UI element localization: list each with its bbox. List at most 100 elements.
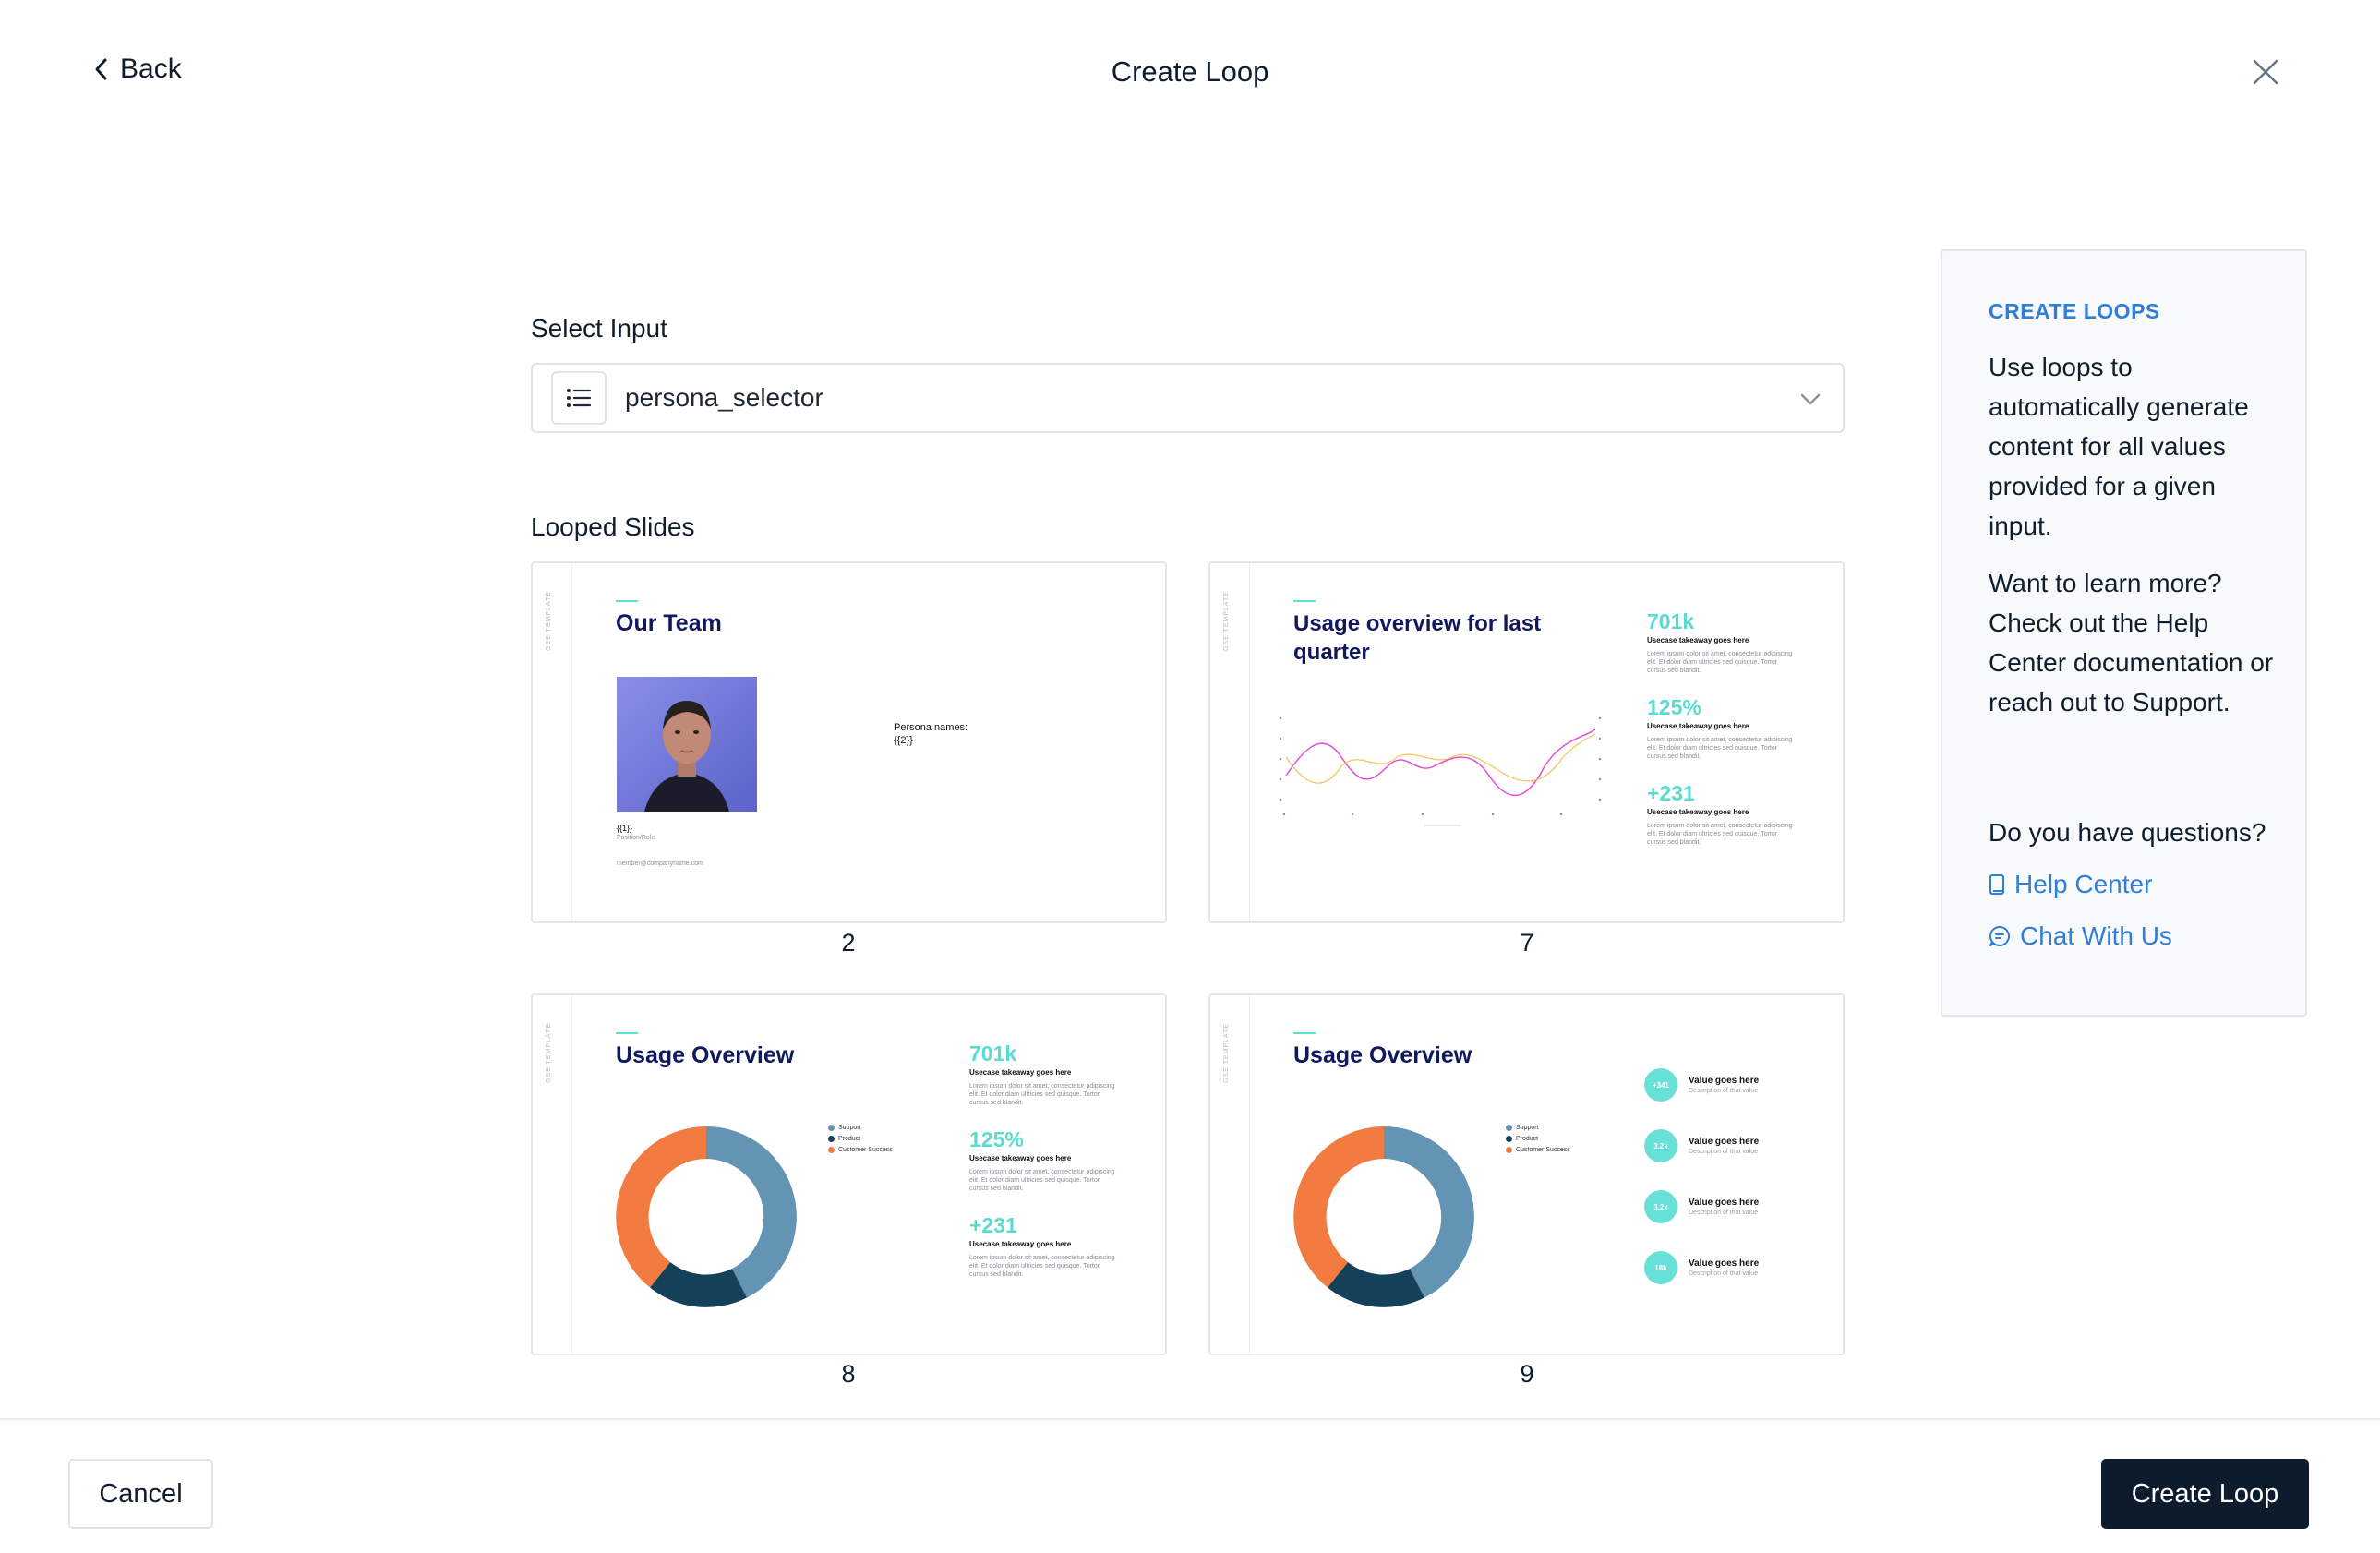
slide-title: Usage Overview (1293, 1042, 1472, 1068)
persona-position: Position/Role (617, 835, 655, 841)
slide-title-line2: quarter (1293, 640, 1370, 665)
looped-slides-label: Looped Slides (531, 512, 695, 541)
donut-chart-thumbnail (1293, 1126, 1474, 1307)
value-badge: 3.2x (1644, 1190, 1677, 1223)
stat-label: Usecase takeaway goes here (969, 1068, 1072, 1077)
slide-thumbnail-2[interactable]: GSE TEMPLATE Our Team {{1}} Position/Rol… (531, 561, 1167, 923)
legend-item: Customer Success (1506, 1147, 1570, 1153)
book-icon (1989, 874, 2004, 895)
stat-label: Usecase takeaway goes here (1647, 636, 1749, 644)
legend-item: Support (828, 1125, 893, 1131)
slide-number: 9 (1520, 1360, 1534, 1388)
legend-item: Support (1506, 1125, 1570, 1131)
value-badge: +341 (1644, 1068, 1677, 1102)
value-description: Description of that value (1689, 1149, 1759, 1155)
values-column: +341 Value goes here Description of that … (1644, 1054, 1759, 1298)
slide-vertical-label: GSE TEMPLATE (1223, 591, 1230, 652)
stat-description: Lorem ipsum dolor sit amet, consectetur … (1647, 651, 1793, 674)
back-button[interactable]: Back (92, 54, 182, 85)
select-input-label: Select Input (531, 314, 667, 343)
legend-label: Customer Success (838, 1147, 893, 1153)
chat-bubble-icon (1989, 926, 2010, 946)
close-icon[interactable] (2251, 57, 2280, 87)
help-panel-intro: Use loops to automatically generate cont… (1989, 353, 2249, 540)
stat-description: Lorem ipsum dolor sit amet, consectetur … (1647, 823, 1793, 846)
help-panel-question: Do you have questions? (1989, 818, 2266, 847)
slide-thumbnail-8[interactable]: GSE TEMPLATE Usage Overview Support Prod… (531, 993, 1167, 1355)
stat-value: 125% (969, 1127, 1024, 1151)
help-panel-learn-more: Want to learn more? Check out the Help C… (1989, 569, 2274, 716)
donut-chart-thumbnail (616, 1126, 797, 1307)
legend-label: Product (1516, 1136, 1539, 1142)
top-bar: Back Create Loop (0, 0, 2380, 148)
stat-block: 701k Usecase takeaway goes here Lorem ip… (969, 1041, 1117, 1107)
persona-names-value: {{2}} (894, 735, 913, 746)
slide-accent-line (1293, 600, 1316, 602)
slide-thumbnail-9[interactable]: GSE TEMPLATE Usage Overview Support Prod… (1208, 993, 1845, 1355)
slide-thumbnail-7[interactable]: GSE TEMPLATE Usage overview for last qua… (1208, 561, 1845, 923)
value-row: 18k Value goes here Description of that v… (1644, 1237, 1759, 1298)
value-description: Description of that value (1689, 1270, 1759, 1277)
stat-description: Lorem ipsum dolor sit amet, consectetur … (969, 1255, 1115, 1278)
value-row: +341 Value goes here Description of that … (1644, 1054, 1759, 1115)
line-chart-thumbnail (1279, 716, 1602, 826)
back-label: Back (120, 54, 182, 84)
slide-accent-line (1293, 1032, 1316, 1034)
legend-label: Support (1516, 1125, 1539, 1131)
value-badge: 3.2x (1644, 1129, 1677, 1162)
help-center-label: Help Center (2014, 870, 2153, 898)
input-select-dropdown[interactable]: persona_selector (531, 363, 1845, 433)
chat-with-us-link[interactable]: Chat With Us (1989, 921, 2172, 951)
value-description: Description of that value (1689, 1210, 1759, 1216)
stat-block: 701k Usecase takeaway goes here Lorem ip… (1647, 609, 1795, 675)
slide-title-line1: Usage overview for last (1293, 611, 1542, 636)
slide-title: Usage Overview (616, 1042, 795, 1068)
value-title: Value goes here (1689, 1076, 1760, 1086)
chart-legend: Support Product Customer Success (1506, 1125, 1570, 1158)
value-badge: 18k (1644, 1251, 1677, 1284)
list-icon (551, 371, 607, 425)
persona-photo (617, 677, 757, 812)
stat-block: +231 Usecase takeaway goes here Lorem ip… (1647, 781, 1795, 847)
legend-item: Product (828, 1136, 893, 1142)
persona-name-placeholder: {{1}} (617, 824, 633, 833)
slide-vertical-label: GSE TEMPLATE (546, 1023, 552, 1084)
cancel-button[interactable]: Cancel (68, 1459, 213, 1529)
stats-column: 701k Usecase takeaway goes here Lorem ip… (969, 1041, 1117, 1299)
stat-description: Lorem ipsum dolor sit amet, consectetur … (1647, 737, 1793, 760)
slide-divider (571, 995, 572, 1354)
selected-value: persona_selector (625, 383, 823, 412)
stat-block: 125% Usecase takeaway goes here Lorem ip… (969, 1127, 1117, 1193)
help-panel-heading: CREATE LOOPS (1989, 299, 2160, 323)
stats-column: 701k Usecase takeaway goes here Lorem ip… (1647, 609, 1795, 867)
chevron-left-icon (95, 58, 107, 80)
slide-number: 2 (841, 929, 856, 957)
create-loop-button[interactable]: Create Loop (2101, 1459, 2309, 1529)
slide-divider (1249, 563, 1250, 921)
chart-legend: Support Product Customer Success (828, 1125, 893, 1158)
value-row: 3.2x Value goes here Description of that … (1644, 1115, 1759, 1176)
slide-vertical-label: GSE TEMPLATE (546, 591, 552, 652)
slide-divider (571, 563, 572, 921)
footer-bar: Cancel Create Loop (0, 1418, 2380, 1553)
help-panel: CREATE LOOPS Use loops to automatically … (1941, 249, 2307, 1017)
stat-label: Usecase takeaway goes here (969, 1154, 1072, 1162)
slide-accent-line (616, 600, 638, 602)
value-title: Value goes here (1689, 1258, 1760, 1269)
persona-email: member@companyname.com (617, 861, 703, 867)
legend-item: Product (1506, 1136, 1570, 1142)
slide-title: Our Team (616, 610, 722, 636)
help-center-link[interactable]: Help Center (1989, 870, 2152, 899)
slide-number: 8 (841, 1360, 856, 1388)
slide-number: 7 (1520, 929, 1534, 957)
chat-with-us-label: Chat With Us (2020, 921, 2172, 950)
stat-value: +231 (1647, 781, 1695, 805)
stat-label: Usecase takeaway goes here (1647, 722, 1749, 730)
stat-label: Usecase takeaway goes here (969, 1240, 1072, 1248)
legend-label: Customer Success (1516, 1147, 1570, 1153)
legend-item: Customer Success (828, 1147, 893, 1153)
legend-label: Product (838, 1136, 861, 1142)
stat-value: 701k (969, 1041, 1017, 1065)
slide-divider (1249, 995, 1250, 1354)
slide-accent-line (616, 1032, 638, 1034)
